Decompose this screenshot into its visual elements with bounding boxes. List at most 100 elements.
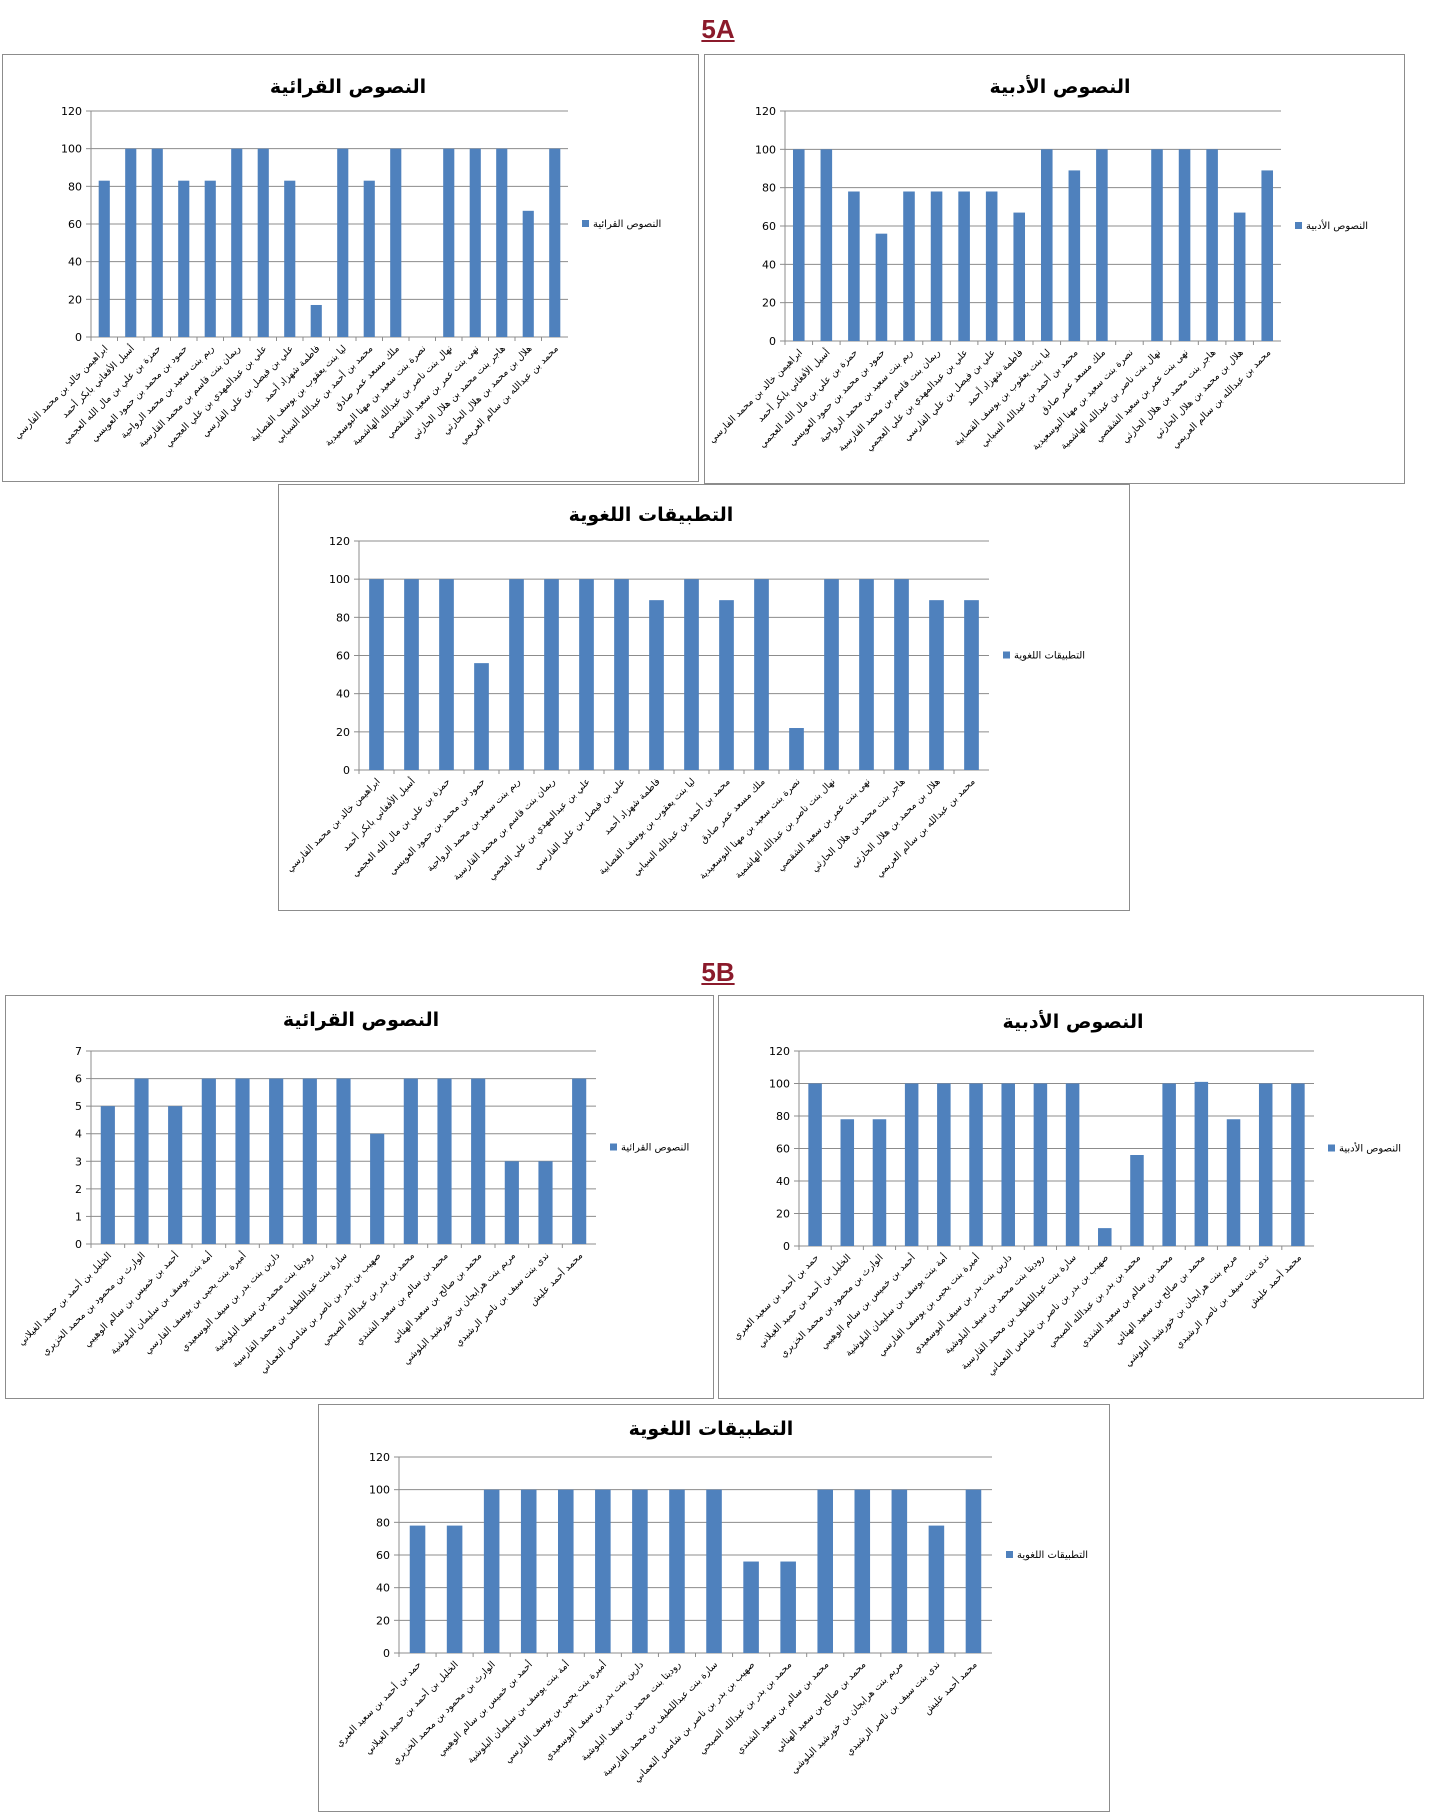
y-tick-label: 80 [776,1110,790,1123]
bar [336,1078,351,1244]
bar [363,180,375,337]
bar [1068,170,1081,341]
bar [439,579,454,770]
bar [669,1489,685,1653]
y-tick-label: 120 [755,105,776,118]
bar [231,148,243,337]
chart-5b-literary-texts: النصوص الأدبية 0 20 40 60 80 100 120 حمد بن أحمد… [718,995,1424,1399]
bar [337,148,349,337]
bar [284,180,296,337]
chart-5a-reading-texts: النصوص القرائية 0 20 40 60 80 100 120 ابراهيمن خ… [2,54,699,482]
y-tick-label: 60 [762,220,776,233]
chart-5a-language-applications: التطبيقات اللغوية 0 20 40 60 80 100 120 ابراهيمن… [278,484,1130,911]
y-tick-label: 100 [755,143,776,156]
x-category-label: ملك مسعد عمر صادق [698,776,768,846]
bar [509,579,524,770]
bar [496,148,508,337]
bar [1206,149,1218,341]
bar [928,1525,945,1653]
bar [1258,1083,1273,1246]
bar [579,579,594,770]
bar [1013,212,1026,341]
bar [1096,149,1108,341]
chart-title: التطبيقات اللغوية [629,1418,794,1440]
legend-label: النصوص الأدبية [1306,219,1368,232]
bar [789,728,804,770]
y-tick-label: 80 [376,1516,390,1529]
bar [894,579,909,770]
bar [684,579,699,770]
legend-label: النصوص القرائية [621,1143,689,1154]
bar [269,1078,284,1244]
y-tick-label: 20 [776,1208,790,1221]
y-tick-label: 40 [376,1582,390,1595]
bar [929,600,944,770]
y-tick-label: 3 [75,1155,82,1168]
bar [134,1078,149,1244]
y-tick-label: 1 [75,1210,82,1223]
bar [875,233,888,341]
bar [310,304,322,337]
bar [369,579,384,770]
bar [409,1525,426,1653]
bar [808,1083,822,1246]
chart-5a-literary-texts: النصوص الأدبية 0 20 40 60 80 100 120 ابراهيمن خا… [704,54,1405,484]
bar [1065,1083,1080,1246]
y-tick-label: 80 [68,180,82,193]
bar [557,1489,574,1653]
bar [719,600,734,770]
chart-title: النصوص القرائية [283,1009,439,1031]
y-tick-label: 40 [68,256,82,269]
x-category-label: ريمان بنت قاسم بن محمد القارسية [836,347,943,454]
bar [969,1083,983,1246]
chart-title: النصوص الأدبية [989,75,1130,98]
bar [100,1106,115,1244]
bar [649,600,664,770]
y-tick-label: 20 [336,726,350,739]
y-tick-label: 40 [776,1175,790,1188]
bar [817,1489,834,1653]
y-tick-label: 100 [769,1078,790,1091]
x-category-label: محمد أحمد عليش [1245,1251,1304,1310]
y-tick-label: 60 [336,650,350,663]
y-tick-label: 6 [75,1073,82,1086]
y-tick-label: 0 [383,1647,390,1660]
bar [1226,1119,1241,1246]
section-title-5b: 5B [701,957,735,987]
bar [958,191,970,341]
legend-swatch [1328,1144,1335,1152]
y-tick-label: 120 [329,535,350,548]
y-tick-label: 0 [75,1238,82,1251]
y-tick-label: 0 [769,335,776,348]
bar [859,579,874,770]
y-tick-label: 100 [329,573,350,586]
bar [370,1133,385,1244]
bar [820,149,833,341]
bar [872,1119,887,1246]
bar [792,149,805,341]
y-tick-label: 60 [376,1549,390,1562]
y-tick-label: 5 [75,1100,82,1113]
bar [1291,1083,1305,1246]
bar [1162,1083,1176,1246]
y-tick-label: 20 [376,1614,390,1627]
bar [1033,1083,1048,1246]
bar [1261,170,1274,341]
bar [754,579,769,770]
y-tick-label: 0 [343,764,350,777]
y-tick-label: 40 [762,258,776,271]
bar [780,1561,796,1653]
bar [204,180,216,337]
legend-label: النصوص الأدبية [1339,1142,1401,1155]
y-tick-label: 20 [762,297,776,310]
bar [937,1083,951,1246]
bar [572,1078,587,1244]
y-tick-label: 100 [61,143,82,156]
bar [1001,1083,1015,1246]
bar [1233,212,1246,341]
y-tick-label: 80 [762,182,776,195]
bar [504,1161,519,1244]
legend-swatch [1003,651,1010,659]
y-tick-label: 60 [776,1143,790,1156]
bar [848,191,860,341]
